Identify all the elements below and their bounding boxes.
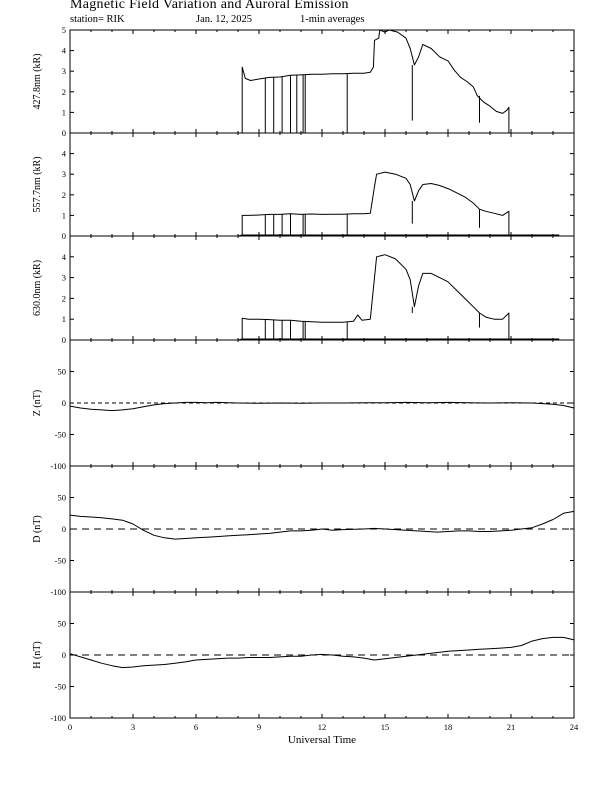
y-axis-label: D (nT) <box>32 515 43 543</box>
x-tick-label: 21 <box>507 722 516 732</box>
y-tick-label: 50 <box>58 493 67 503</box>
panel-h: -100 -50 0 50 H (nT) 0 3 6 9 12 15 18 21 24 Universal … <box>32 591 579 746</box>
y-axis-label: 427.8nm (kR) <box>32 53 43 109</box>
data-trace <box>69 636 575 669</box>
x-tick-label: 15 <box>381 722 390 732</box>
station-label: station= RIK <box>70 14 125 25</box>
y-tick-label: 4 <box>62 252 67 262</box>
x-tick-label: 9 <box>257 722 261 732</box>
panel-427nm: 0 1 2 3 4 5 427.8nm (kR) <box>32 25 575 138</box>
plot-frame <box>69 235 575 341</box>
panel-630nm: 0 1 2 3 4 630.0nm (kR) <box>32 235 575 345</box>
y-tick-label: -100 <box>50 713 66 723</box>
y-tick-label: -50 <box>55 682 66 692</box>
y-tick-label: 5 <box>62 25 66 35</box>
y-tick-label: 1 <box>62 314 66 324</box>
y-tick-label: 2 <box>62 293 66 303</box>
y-tick-label: 3 <box>62 273 66 283</box>
date-label: Jan. 12, 2025 <box>196 14 252 25</box>
x-tick-label: 18 <box>444 722 453 732</box>
data-trace <box>241 254 510 339</box>
y-tick-label: 4 <box>62 46 67 56</box>
y-tick-label: 50 <box>58 367 67 377</box>
x-tick-label: 3 <box>131 722 135 732</box>
y-tick-label: 0 <box>62 524 66 534</box>
x-tick-label: 12 <box>318 722 327 732</box>
plot-frame <box>69 29 575 134</box>
y-tick-label: -100 <box>50 587 66 597</box>
data-trace <box>241 29 510 133</box>
y-tick-label: 50 <box>58 619 67 629</box>
y-tick-label: 0 <box>62 650 66 660</box>
data-trace <box>69 401 575 412</box>
y-tick-label: 0 <box>62 128 66 138</box>
y-tick-label: 4 <box>62 149 67 159</box>
figure-title: Magnetic Field Variation and Auroral Emi… <box>70 0 349 12</box>
y-axis-label: Z (nT) <box>32 390 43 416</box>
x-axis-label: Universal Time <box>288 734 356 746</box>
y-tick-label: -50 <box>55 556 66 566</box>
y-axis-label: H (nT) <box>32 641 43 669</box>
data-trace <box>241 171 510 235</box>
y-tick-label: -50 <box>55 430 66 440</box>
x-tick-label: 24 <box>570 722 579 732</box>
data-trace <box>69 510 575 540</box>
x-tick-label: 6 <box>194 722 198 732</box>
panel-557nm: 0 1 2 3 4 557.7nm (kR) <box>32 132 575 241</box>
y-tick-label: 1 <box>62 107 66 117</box>
y-tick-label: 1 <box>62 210 66 220</box>
y-axis-label: 630.0nm (kR) <box>32 260 43 316</box>
y-tick-label: 3 <box>62 66 66 76</box>
plot-frame <box>69 132 575 237</box>
panel-z: -100 -50 0 50 Z (nT) <box>32 339 575 471</box>
y-tick-label: -100 <box>50 461 66 471</box>
y-tick-label: 2 <box>62 87 66 97</box>
y-axis-label: 557.7nm (kR) <box>32 156 43 212</box>
averaging-label: 1-min averages <box>300 14 365 25</box>
y-tick-label: 3 <box>62 169 66 179</box>
panel-d: -100 -50 0 50 D (nT) <box>32 465 575 597</box>
y-tick-label: 0 <box>62 335 66 345</box>
y-tick-label: 2 <box>62 190 66 200</box>
y-tick-label: 0 <box>62 231 66 241</box>
y-tick-label: 0 <box>62 398 66 408</box>
x-tick-label: 0 <box>68 722 72 732</box>
